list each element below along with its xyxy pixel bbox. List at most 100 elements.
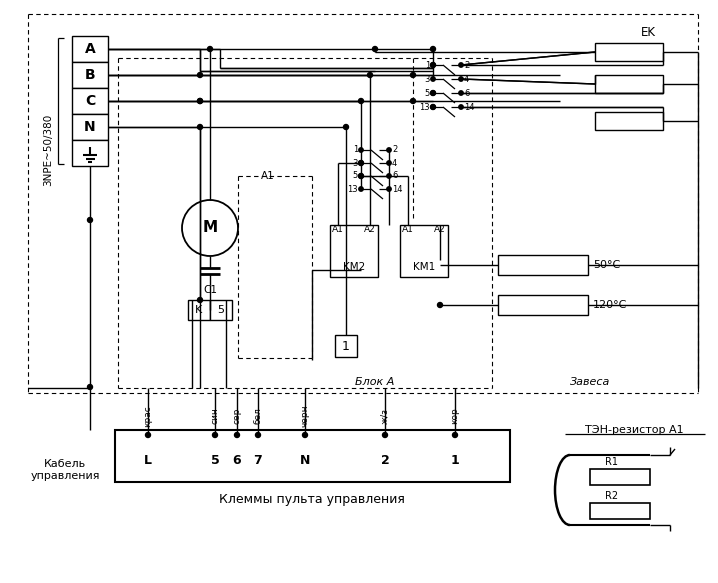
Text: Завеса: Завеса [570,377,610,387]
Bar [400,225,448,277]
Bar [330,225,378,277]
Text: Клеммы пульта управления: Клеммы пульта управления [219,493,405,507]
Circle shape [431,90,436,96]
Circle shape [359,187,363,191]
Bar [210,300,232,320]
Text: 6: 6 [392,171,397,181]
Text: 4: 4 [392,159,397,167]
Circle shape [146,433,151,437]
Text: A1: A1 [332,224,344,234]
Text: 5: 5 [218,305,225,315]
Text: кор: кор [450,408,460,424]
Text: A1: A1 [402,224,414,234]
Circle shape [88,385,93,389]
Circle shape [387,161,391,165]
Text: 5: 5 [425,89,430,97]
Circle shape [387,174,391,178]
Text: 2: 2 [392,146,397,154]
Text: 13: 13 [419,103,430,111]
Text: 3NPE~50/380: 3NPE~50/380 [43,114,53,186]
Circle shape [411,99,416,104]
Circle shape [358,160,363,166]
Text: 6: 6 [233,455,241,468]
Circle shape [197,99,202,104]
Text: K: K [195,305,202,315]
Text: 5: 5 [353,171,358,181]
Circle shape [431,104,436,110]
Circle shape [459,91,463,95]
Bar [72,88,108,114]
Text: C1: C1 [203,285,217,295]
Circle shape [437,303,442,307]
Circle shape [373,47,378,51]
Text: 5: 5 [210,455,220,468]
Text: бел: бел [253,408,263,424]
Text: C: C [85,94,95,108]
Text: 13: 13 [348,184,358,194]
Bar [72,36,108,62]
Circle shape [431,62,436,68]
Circle shape [358,99,363,104]
Circle shape [359,174,363,178]
Circle shape [359,148,363,152]
Text: 1: 1 [342,339,350,353]
Circle shape [383,433,388,437]
Circle shape [197,72,202,78]
Text: B: B [85,68,95,82]
Text: A: A [85,42,95,56]
Text: KM2: KM2 [343,262,365,272]
Circle shape [459,77,463,81]
Bar [72,62,108,88]
Circle shape [359,161,363,165]
Circle shape [88,217,93,223]
Text: ж/з: ж/з [381,408,389,424]
Text: 1: 1 [425,61,430,69]
Circle shape [213,433,218,437]
Text: A1: A1 [261,171,275,181]
Circle shape [256,433,261,437]
Circle shape [387,187,391,191]
Circle shape [197,125,202,129]
Circle shape [431,63,435,67]
Circle shape [343,125,348,129]
Text: 1: 1 [353,146,358,154]
Text: сер: сер [233,408,241,424]
Bar [188,300,210,320]
Circle shape [368,72,373,78]
Circle shape [431,105,435,109]
Text: A2: A2 [364,224,376,234]
Text: 3: 3 [353,159,358,167]
Text: 14: 14 [464,103,475,111]
Bar [595,112,663,130]
Text: 6: 6 [464,89,470,97]
Text: R1: R1 [605,457,618,467]
Text: 50°C: 50°C [593,260,620,270]
Text: EK: EK [640,26,656,38]
Circle shape [197,99,202,104]
Text: 120°C: 120°C [593,300,628,310]
Text: ТЭН-резистор А1: ТЭН-резистор А1 [584,425,684,435]
Circle shape [431,77,435,81]
Circle shape [302,433,307,437]
Bar [595,43,663,61]
Text: Кабель
управления: Кабель управления [30,459,100,481]
Text: Блок А: Блок А [355,377,394,387]
Circle shape [452,433,457,437]
Text: N: N [300,455,310,468]
Circle shape [235,433,240,437]
Bar [72,140,108,166]
Bar [590,503,650,519]
Bar [590,469,650,485]
Bar [595,75,663,93]
Text: 2: 2 [381,455,389,468]
Circle shape [431,91,435,95]
Text: 1: 1 [451,455,460,468]
Text: 7: 7 [253,455,262,468]
Text: M: M [202,220,218,236]
Bar [72,114,108,140]
Text: N: N [84,120,95,134]
Text: R2: R2 [605,491,619,501]
Text: черн: черн [301,405,309,427]
Bar [115,430,510,482]
Text: L: L [144,455,152,468]
